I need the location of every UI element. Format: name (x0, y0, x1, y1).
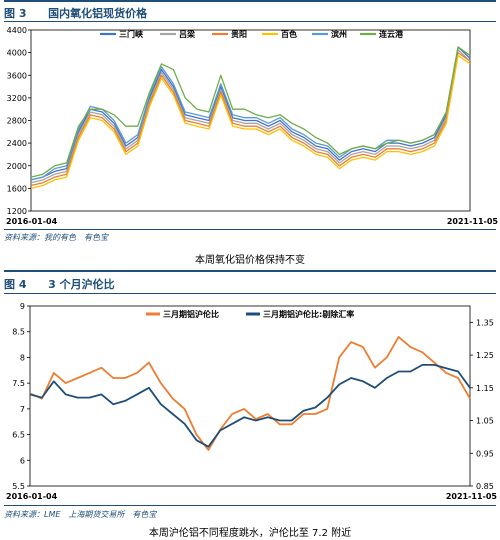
figure-3-number: 图 3 (4, 7, 27, 20)
y-tick-label-8: 8 (20, 353, 25, 362)
x-tick-label-start: 2016-01-04 (6, 492, 58, 501)
figure-3-caption: 本周氧化铝价格保持不变 (195, 255, 305, 266)
figure-3-bottom-rule (4, 229, 496, 230)
figure-top-rule (4, 0, 496, 2)
series-line-0 (30, 46, 471, 181)
y-tick-label-5.5: 5.5 (12, 482, 25, 491)
series-line-0 (29, 336, 471, 451)
figure-3-title: 国内氧化铝现货价格 (48, 7, 148, 20)
figure-4-heading: 图 4 3 个月沪伦比 (4, 276, 115, 292)
shfe-lme-ratio-chart: 5.5 6 6.5 7 7.5 8 8.5 9 0.85 0.95 1.05 1.15 1.25 1.35… (6, 302, 498, 501)
y-tick-label-4000: 4000 (7, 49, 27, 58)
y-tick-label-3200: 3200 (7, 94, 27, 103)
series-line-5 (30, 46, 471, 178)
figure-4-number: 图 4 (4, 278, 27, 291)
y-tick-label-6: 6 (20, 456, 25, 465)
y-tick-label-1200: 1200 (7, 207, 27, 216)
figure-4-bottom-rule (4, 505, 496, 506)
y2-tick-label-1.15: 1.15 (476, 384, 494, 393)
series-line-3 (30, 54, 471, 190)
legend-label-1: 吕梁 (179, 29, 196, 39)
y2-tick-label-1.25: 1.25 (476, 351, 494, 360)
legend-label-1: 三月期铝沪伦比:剔除汇率 (263, 309, 354, 319)
y-tick-label-2400: 2400 (7, 139, 27, 148)
figure-3-heading: 图 3 国内氧化铝现货价格 (4, 5, 147, 21)
y2-tick-label-0.85: 0.85 (476, 482, 494, 491)
y-tick-label-7: 7 (20, 405, 25, 414)
y-tick-label-3600: 3600 (7, 71, 27, 80)
figure-4-title: 3 个月沪伦比 (48, 278, 115, 291)
y-tick-label-1600: 1600 (7, 184, 27, 193)
figure-4-title-rule (4, 293, 496, 294)
legend-label-5: 连云港 (379, 29, 404, 39)
x-tick-label-end: 2021-11-05 (447, 217, 499, 226)
y-tick-label-2000: 2000 (7, 162, 27, 171)
y2-tick-label-0.95: 0.95 (476, 449, 494, 458)
y2-tick-label-1.05: 1.05 (476, 417, 494, 426)
y-tick-label-7.5: 7.5 (12, 379, 25, 388)
x-tick-label-end: 2021-11-05 (446, 492, 498, 501)
y-tick-label-9: 9 (20, 302, 25, 311)
alumina-price-chart: 1200 1600 2000 2400 2800 3200 3600 4000 4400 2016… (6, 26, 499, 226)
x-tick-label-start: 2016-01-04 (6, 217, 58, 226)
plot-frame (29, 305, 471, 487)
y-tick-label-6.5: 6.5 (12, 431, 25, 440)
legend-label-4: 滨州 (331, 29, 347, 39)
series-line-2 (30, 51, 471, 187)
series-line-1 (30, 49, 471, 184)
y-tick-label-4400: 4400 (7, 26, 27, 35)
legend-label-3: 百色 (281, 29, 297, 39)
series-line-1 (29, 364, 471, 448)
y2-tick-label-1.35: 1.35 (476, 318, 494, 327)
figure-4-caption: 本周沪伦铝不同程度跳水，沪伦比至 7.2 附近 (148, 528, 352, 539)
figure-4-source: 资料来源：LME 上海期货交易所 有色宝 (4, 510, 157, 519)
figure-4-top-rule (4, 270, 496, 272)
figure-3-source: 资料来源：我的有色 有色宝 (4, 233, 108, 242)
legend-label-0: 三门峡 (119, 29, 144, 39)
figure-3-title-rule (4, 21, 496, 22)
legend-label-0: 三月期铝沪伦比 (163, 309, 219, 319)
legend-label-2: 贵阳 (231, 29, 247, 39)
y-tick-label-8.5: 8.5 (12, 328, 25, 337)
y-tick-label-2800: 2800 (7, 117, 27, 126)
